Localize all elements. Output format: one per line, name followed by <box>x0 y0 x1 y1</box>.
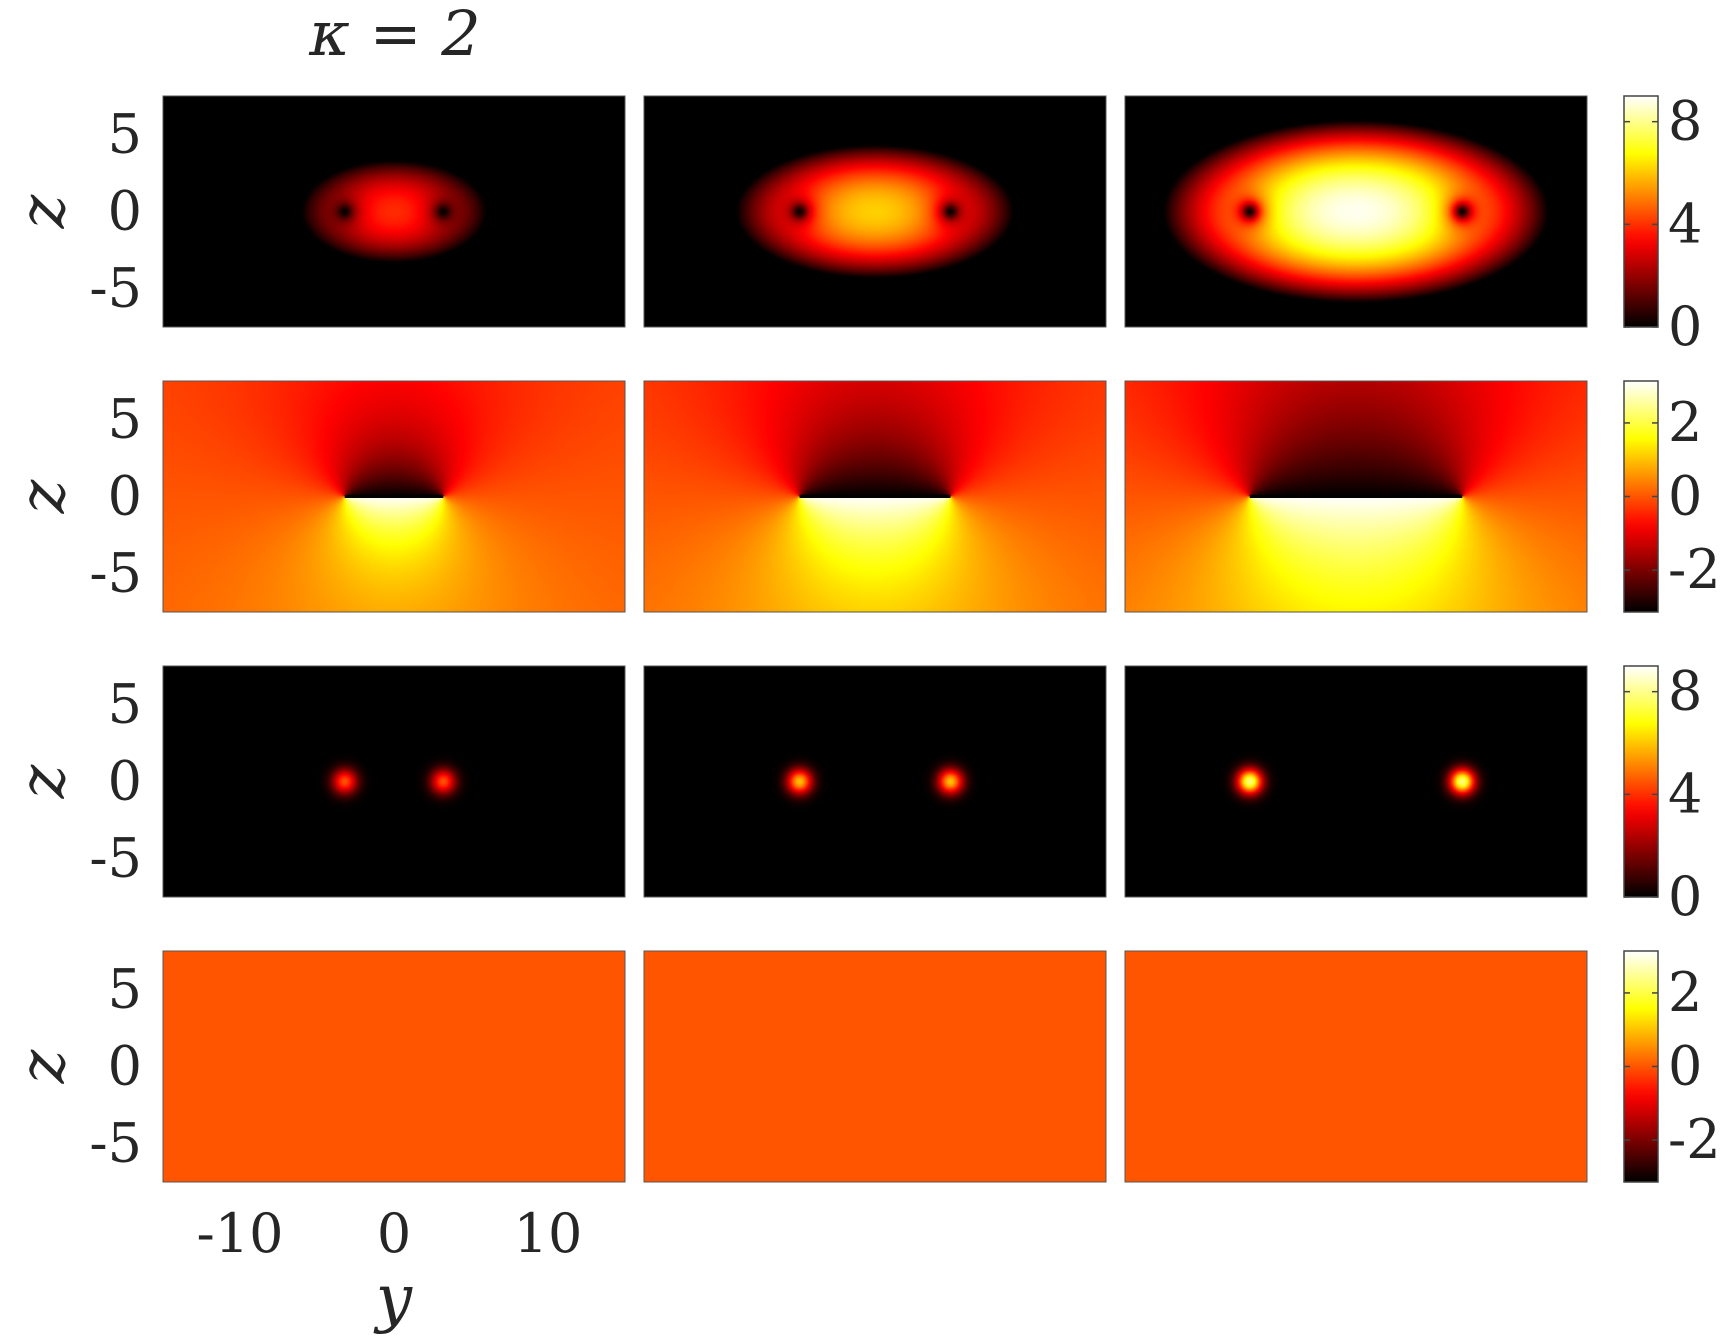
y-tick-label: 5 <box>108 103 142 166</box>
panel-r1-c1 <box>162 95 626 328</box>
colorbar-tick-label: 4 <box>1668 762 1702 825</box>
y-axis-row-3: 5 0 -5z <box>6 673 142 890</box>
panel-r4-c2 <box>643 950 1107 1183</box>
y-tick-label: 0 <box>108 1035 142 1098</box>
panel-frame <box>162 950 626 1183</box>
x-tick-label: -10 <box>197 1202 284 1265</box>
colorbars: 8 4 0 2 0 -2 8 4 0 2 0 -2 <box>1623 90 1721 1183</box>
y-axis-row-4: 5 0 -5z <box>6 958 142 1175</box>
colorbar-row-3: 8 4 0 <box>1623 660 1702 928</box>
colorbar-tick-label: 0 <box>1668 1035 1702 1098</box>
x-tick-label: 0 <box>377 1202 411 1265</box>
y-axis-label: z <box>6 193 80 229</box>
heatmap-image <box>644 666 1106 897</box>
panel-frame <box>643 95 1107 328</box>
panel-r4-c1 <box>162 950 626 1183</box>
panel-frame <box>1124 95 1588 328</box>
heatmap-image <box>644 96 1106 327</box>
y-tick-label: -5 <box>89 1112 142 1175</box>
y-axis-row-2: 5 0 -5z <box>6 388 142 605</box>
colorbar-row-4: 2 0 -2 <box>1623 950 1721 1183</box>
colorbar-row-2: 2 0 -2 <box>1623 380 1721 613</box>
colorbar-row-1: 8 4 0 <box>1623 90 1702 358</box>
panel-r2-c2 <box>643 380 1107 613</box>
colorbar-tick-label: 0 <box>1668 295 1702 358</box>
panel-frame <box>162 665 626 898</box>
x-axis: -10 0 10 y <box>197 1202 583 1336</box>
y-axis-label: z <box>6 1048 80 1084</box>
panel-grid <box>162 95 1588 1183</box>
heatmap-image <box>163 96 625 327</box>
colorbar-tick-label: 8 <box>1668 660 1702 723</box>
heatmap-image <box>1125 96 1587 327</box>
colorbar-tick-label: 4 <box>1668 192 1702 255</box>
y-tick-label: -5 <box>89 542 142 605</box>
colorbar-gradient <box>1623 95 1659 328</box>
heatmap-image <box>163 666 625 897</box>
panel-frame <box>643 380 1107 613</box>
x-axis-label: y <box>373 1262 413 1336</box>
panel-r3-c1 <box>162 665 626 898</box>
panel-r4-c3 <box>1124 950 1588 1183</box>
y-tick-label: 0 <box>108 180 142 243</box>
panel-frame <box>162 95 626 328</box>
y-tick-label: 5 <box>108 958 142 1021</box>
y-tick-label: -5 <box>89 257 142 320</box>
colorbar-tick-label: 2 <box>1668 961 1702 1024</box>
panel-frame <box>1124 665 1588 898</box>
panel-frame <box>1124 950 1588 1183</box>
colorbar-tick-label: 8 <box>1668 90 1702 153</box>
heatmap-fill <box>644 951 1106 1182</box>
panel-frame <box>643 665 1107 898</box>
x-tick-label: 10 <box>514 1202 583 1265</box>
panel-r1-c3 <box>1124 95 1588 328</box>
panel-r1-c2 <box>643 95 1107 328</box>
y-tick-label: 5 <box>108 673 142 736</box>
figure-title: κ = 2 <box>308 0 480 70</box>
heatmap-fill <box>1125 951 1587 1182</box>
colorbar-tick-label: -2 <box>1668 1108 1721 1171</box>
panel-r3-c3 <box>1124 665 1588 898</box>
colorbar-tick-label: -2 <box>1668 538 1721 601</box>
y-axis-label: z <box>6 763 80 799</box>
panel-frame <box>643 950 1107 1183</box>
heatmap-image <box>1125 666 1587 897</box>
panel-frame <box>1124 380 1588 613</box>
y-axis-label: z <box>6 478 80 514</box>
colorbar-tick-label: 0 <box>1668 865 1702 928</box>
colorbar-tick-label: 2 <box>1668 391 1702 454</box>
panel-frame <box>162 380 626 613</box>
y-tick-label: -5 <box>89 827 142 890</box>
colorbar-tick-label: 0 <box>1668 465 1702 528</box>
y-axis-row-1: 5 0 -5z <box>6 103 142 320</box>
heatmap-fill <box>163 951 625 1182</box>
panel-r2-c1 <box>162 380 626 613</box>
panel-r3-c2 <box>643 665 1107 898</box>
y-tick-label: 0 <box>108 750 142 813</box>
y-tick-label: 0 <box>108 465 142 528</box>
y-tick-label: 5 <box>108 388 142 451</box>
panel-r2-c3 <box>1124 380 1588 613</box>
colorbar-gradient <box>1623 665 1659 898</box>
